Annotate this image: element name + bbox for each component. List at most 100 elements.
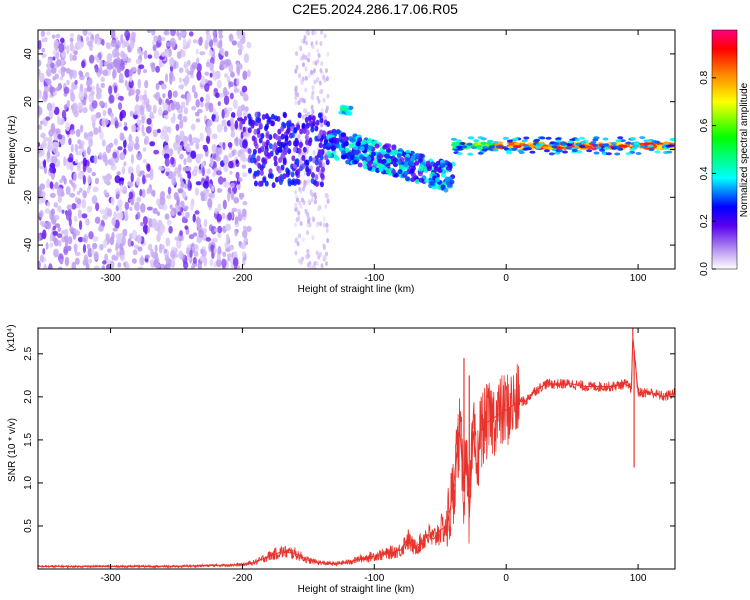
- spectrogram-cell: [133, 142, 140, 151]
- spectrogram-cell: [65, 121, 71, 132]
- spectrogram-cell: [602, 137, 609, 141]
- snr-y-tick-label: 1.0: [23, 476, 34, 490]
- spectrogram-cell: [223, 90, 230, 96]
- spectrogram-cell: [443, 187, 449, 193]
- spectrogram-cell: [218, 92, 225, 98]
- spectrogram-cell: [297, 134, 301, 140]
- spectrogram-cell: [67, 208, 72, 218]
- spectrogram-cell: [82, 190, 88, 199]
- spectrogram-cell: [487, 139, 494, 143]
- spectrogram-cell: [340, 132, 346, 138]
- spectrogram-cell: [486, 142, 493, 146]
- spectrogram-cell: [328, 137, 334, 143]
- spectrogram-cell: [181, 101, 186, 109]
- spectrogram-cell: [69, 70, 73, 80]
- spectrogram-cell: [107, 248, 112, 253]
- spectrogram-cell: [317, 158, 322, 165]
- spectrogram-cell: [196, 217, 202, 225]
- spectrogram-cell: [95, 92, 101, 100]
- spectrogram-cell: [236, 30, 243, 37]
- spectrogram-cell: [404, 176, 410, 182]
- spectrogram-cell: [313, 30, 317, 36]
- spectrogram-cell: [98, 225, 104, 232]
- spectrogram-cell: [240, 38, 246, 43]
- spectrogram-cell: [229, 182, 235, 189]
- spectrogram-cell: [146, 118, 152, 125]
- spectrogram-cell: [77, 162, 81, 169]
- spectrogram-cell: [586, 145, 593, 149]
- spectrogram-cell: [308, 264, 312, 269]
- spectrogram-cell: [243, 53, 250, 64]
- spectrogram-cell: [316, 76, 320, 82]
- spectrogram-cell: [292, 146, 297, 153]
- spectrogram-cell: [579, 144, 586, 148]
- spectrogram-cell: [102, 214, 108, 220]
- spectrogram-cell: [86, 165, 90, 171]
- spectrogram-cell: [63, 228, 69, 237]
- spectrogram-cell: [292, 140, 297, 147]
- spectrogram-cell: [244, 106, 249, 112]
- spectrogram-cell: [183, 158, 187, 166]
- spectrogram-cell: [61, 175, 66, 181]
- snr-x-tick-label: -100: [364, 573, 384, 584]
- spectrogram-cell: [141, 188, 146, 198]
- spectrogram-cell: [418, 164, 424, 170]
- spectrogram-cell: [345, 110, 352, 115]
- spectrogram-cell: [170, 40, 176, 48]
- spectrogram-cell: [196, 63, 202, 73]
- spectrogram-cell: [149, 170, 154, 181]
- spectrogram-cell: [110, 39, 117, 48]
- spectrogram-cell: [186, 156, 193, 163]
- spectrogram-cell: [57, 194, 62, 203]
- spectrogram-cell: [149, 141, 156, 147]
- spectrogram-cell: [314, 125, 319, 132]
- spectrogram-cell: [59, 258, 64, 265]
- spectrogram-cell: [163, 152, 170, 160]
- spectrogram-cell: [229, 170, 233, 175]
- spectrogram-cell: [670, 137, 675, 141]
- spectrogram-cell: [277, 128, 282, 135]
- spectrogram-cell: [311, 90, 315, 96]
- spectrogram-cell: [304, 134, 309, 141]
- spectrogram-cell: [233, 197, 240, 204]
- spectrogram-cell: [232, 99, 238, 110]
- spectrogram-cell: [241, 164, 247, 169]
- spectrogram-cell: [130, 240, 134, 247]
- spectrogram-cell: [303, 170, 307, 176]
- spectrogram-cell: [178, 77, 183, 84]
- spectrogram-cell: [359, 146, 365, 152]
- spectrogram-cell: [625, 141, 632, 145]
- spectrogram-cell: [295, 158, 300, 165]
- spectrogram-cell: [139, 106, 145, 116]
- snr-y-label: SNR (10 * v/v): [7, 418, 18, 482]
- spectrogram-cell: [579, 140, 586, 144]
- spectrogram-cell: [194, 210, 200, 215]
- spectrogram-cell: [287, 140, 292, 147]
- spectrogram-cell: [173, 141, 179, 151]
- spectrogram-cell: [481, 148, 488, 152]
- spectrogram-cell: [126, 57, 132, 63]
- spectrogram-cell: [578, 136, 585, 140]
- spectrogram-cell: [229, 92, 234, 100]
- spectrogram-cell: [386, 143, 392, 149]
- spectrogram-cell: [46, 31, 51, 36]
- spectrogram-cell: [141, 174, 146, 185]
- spectrogram-cell: [593, 151, 600, 155]
- snr-y-tick-label: 1.5: [23, 433, 34, 447]
- spectrogram-cell: [49, 166, 56, 174]
- spectrogram-cell: [92, 236, 99, 242]
- spectrogram-cell: [290, 125, 295, 132]
- spectrogram-cell: [197, 261, 202, 269]
- spectrogram-cell: [193, 91, 198, 99]
- spectrogram-cell: [209, 192, 216, 199]
- spectrogram-cell: [59, 179, 63, 184]
- spectrogram-cell: [234, 216, 239, 225]
- spectrogram-cell: [109, 112, 114, 118]
- spectrogram-cell: [283, 149, 288, 156]
- spectrogram-cell: [38, 39, 42, 50]
- spectrogram-cell: [294, 189, 298, 195]
- spectrogram-cell: [192, 39, 197, 44]
- spectrogram-cell: [242, 139, 248, 149]
- spectrogram-cell: [320, 30, 324, 35]
- spectrogram-cell: [252, 157, 257, 164]
